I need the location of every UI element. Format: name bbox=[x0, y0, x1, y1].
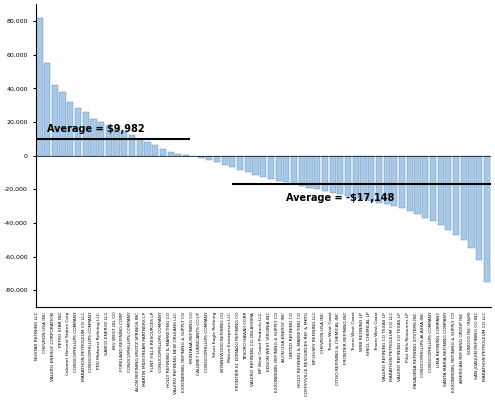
Bar bbox=[98, 122, 104, 156]
Bar bbox=[44, 63, 50, 156]
Bar bbox=[237, 156, 243, 170]
Text: Average = -$17,148: Average = -$17,148 bbox=[286, 193, 395, 203]
Bar bbox=[322, 156, 328, 191]
Bar bbox=[414, 156, 421, 214]
Bar bbox=[145, 142, 150, 156]
Bar bbox=[337, 156, 344, 194]
Bar bbox=[345, 156, 351, 196]
Bar bbox=[206, 156, 212, 160]
Bar bbox=[183, 155, 189, 156]
Bar bbox=[52, 85, 58, 156]
Text: Average = $9,982: Average = $9,982 bbox=[47, 124, 145, 134]
Bar bbox=[391, 156, 397, 206]
Bar bbox=[438, 156, 444, 224]
Bar bbox=[314, 156, 320, 189]
Bar bbox=[360, 156, 367, 199]
Bar bbox=[67, 102, 73, 156]
Bar bbox=[484, 156, 490, 282]
Bar bbox=[446, 156, 451, 230]
Bar bbox=[407, 156, 413, 211]
Bar bbox=[245, 156, 251, 172]
Bar bbox=[291, 156, 297, 184]
Bar bbox=[222, 156, 228, 165]
Bar bbox=[276, 156, 282, 181]
Bar bbox=[229, 156, 236, 167]
Bar bbox=[283, 156, 290, 182]
Bar bbox=[461, 156, 467, 240]
Bar bbox=[113, 129, 120, 156]
Bar bbox=[376, 156, 382, 203]
Bar bbox=[121, 132, 127, 156]
Bar bbox=[75, 108, 81, 156]
Bar bbox=[368, 156, 374, 201]
Bar bbox=[384, 156, 390, 204]
Bar bbox=[430, 156, 436, 221]
Bar bbox=[330, 156, 336, 192]
Bar bbox=[106, 125, 112, 156]
Bar bbox=[453, 156, 459, 235]
Bar bbox=[252, 156, 258, 175]
Bar bbox=[422, 156, 428, 218]
Bar bbox=[214, 156, 220, 162]
Bar bbox=[476, 156, 482, 260]
Bar bbox=[152, 146, 158, 156]
Bar bbox=[468, 156, 475, 248]
Bar bbox=[399, 156, 405, 208]
Bar bbox=[91, 118, 97, 156]
Bar bbox=[260, 156, 266, 178]
Bar bbox=[129, 135, 135, 156]
Bar bbox=[198, 156, 204, 158]
Bar bbox=[353, 156, 359, 198]
Bar bbox=[137, 139, 143, 156]
Bar bbox=[59, 92, 66, 156]
Bar bbox=[175, 154, 181, 156]
Bar bbox=[36, 18, 43, 156]
Bar bbox=[160, 149, 166, 156]
Bar bbox=[268, 156, 274, 179]
Bar bbox=[167, 152, 174, 156]
Bar bbox=[83, 112, 89, 156]
Bar bbox=[298, 156, 305, 186]
Bar bbox=[306, 156, 312, 188]
